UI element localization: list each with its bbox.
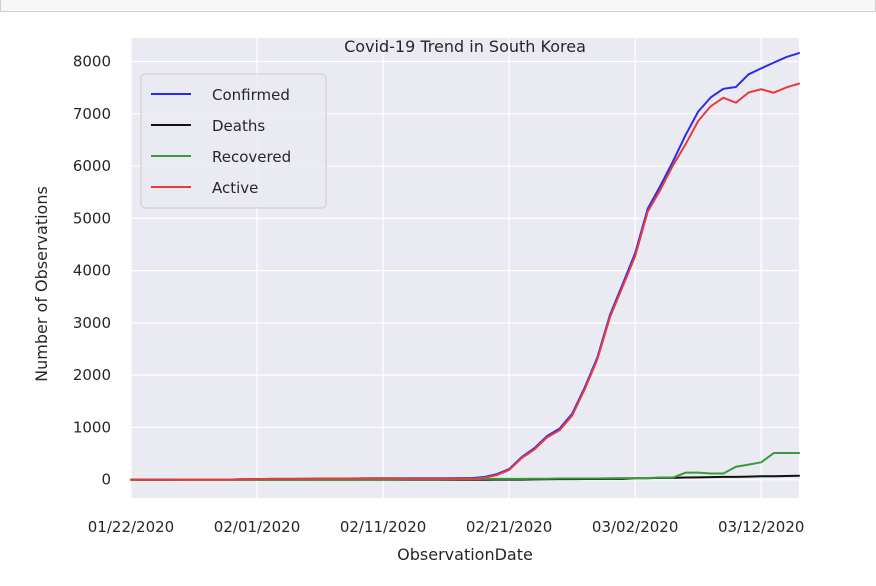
x-axis-label: ObservationDate — [397, 545, 533, 564]
x-tick-label: 02/21/2020 — [466, 518, 552, 536]
legend-box — [140, 73, 327, 209]
y-tick-label: 0 — [101, 471, 111, 489]
y-tick-labels: 0 1000 2000 3000 4000 5000 6000 7000 8000 — [73, 53, 111, 489]
y-tick-label: 7000 — [73, 105, 111, 123]
legend-label-confirmed: Confirmed — [212, 86, 290, 104]
x-tick-label: 02/01/2020 — [214, 518, 300, 536]
x-tick-label: 02/11/2020 — [340, 518, 426, 536]
y-axis-label: Number of Observations — [32, 186, 51, 382]
y-tick-label: 6000 — [73, 157, 111, 175]
y-tick-label: 1000 — [73, 418, 111, 436]
x-tick-label: 03/12/2020 — [718, 518, 804, 536]
legend: Confirmed Deaths Recovered Active — [140, 73, 327, 209]
series-lines — [130, 52, 800, 481]
y-tick-label: 4000 — [73, 262, 111, 280]
y-tick-label: 2000 — [73, 366, 111, 384]
legend-items: Confirmed Deaths Recovered Active — [151, 86, 291, 197]
legend-label-active: Active — [212, 179, 258, 197]
legend-label-recovered: Recovered — [212, 148, 291, 166]
grid — [130, 38, 799, 498]
y-tick-label: 8000 — [73, 53, 111, 71]
chart-title: Covid-19 Trend in South Korea — [344, 37, 586, 56]
series-line-active — [130, 82, 800, 481]
legend-label-deaths: Deaths — [212, 117, 265, 135]
y-tick-label: 3000 — [73, 314, 111, 332]
y-tick-label: 5000 — [73, 209, 111, 227]
x-tick-label: 03/02/2020 — [592, 518, 678, 536]
x-tick-label: 01/22/2020 — [88, 518, 174, 536]
x-tick-labels: 01/22/2020 02/01/2020 02/11/2020 02/21/2020… — [88, 518, 805, 536]
